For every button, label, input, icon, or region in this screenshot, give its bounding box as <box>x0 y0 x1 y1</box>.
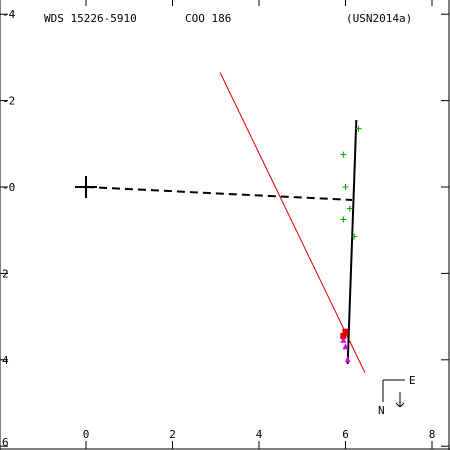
obs-plus-marker <box>340 151 347 158</box>
y-tick-label: 4 <box>2 354 9 367</box>
obs-square-marker <box>342 328 349 335</box>
compass-east-label: E <box>409 374 416 387</box>
y-tick-label: -0 <box>2 181 15 194</box>
obs-triangle-marker <box>344 356 351 363</box>
compass-north-label: N <box>378 404 385 417</box>
wds-label: WDS 15226-5910 <box>44 12 137 25</box>
obs-triangle-marker <box>340 336 347 343</box>
obs-plus-marker <box>342 184 349 190</box>
periastron-dashed-line <box>85 186 353 201</box>
plot-markers <box>340 125 362 363</box>
plot-lines <box>75 72 366 373</box>
x-tick-label: 8 <box>429 428 436 441</box>
obs-triangle-marker <box>342 343 349 350</box>
line-of-nodes <box>219 72 366 373</box>
y-tick-label: -4 <box>2 8 16 21</box>
reference-label: (USN2014a) <box>346 12 412 25</box>
x-tick-label: 2 <box>169 428 176 441</box>
obs-plus-marker <box>351 233 358 240</box>
y-tick-label: 6 <box>2 436 9 449</box>
obs-plus-marker <box>346 205 353 212</box>
motion-arrow-icon <box>395 392 405 408</box>
obs-square-marker <box>340 333 347 340</box>
obs-plus-marker <box>355 125 362 132</box>
y-tick-label: -2 <box>2 95 15 108</box>
x-tick-label: 6 <box>342 428 349 441</box>
obs-plus-marker <box>340 216 347 223</box>
x-tick-label: 0 <box>83 428 90 441</box>
discoverer-label: COO 186 <box>185 12 231 25</box>
x-tick-label: 4 <box>256 428 263 441</box>
compass-rose: E N <box>378 374 416 417</box>
orbit-track <box>346 120 358 365</box>
y-tick-label: 2 <box>2 267 9 280</box>
